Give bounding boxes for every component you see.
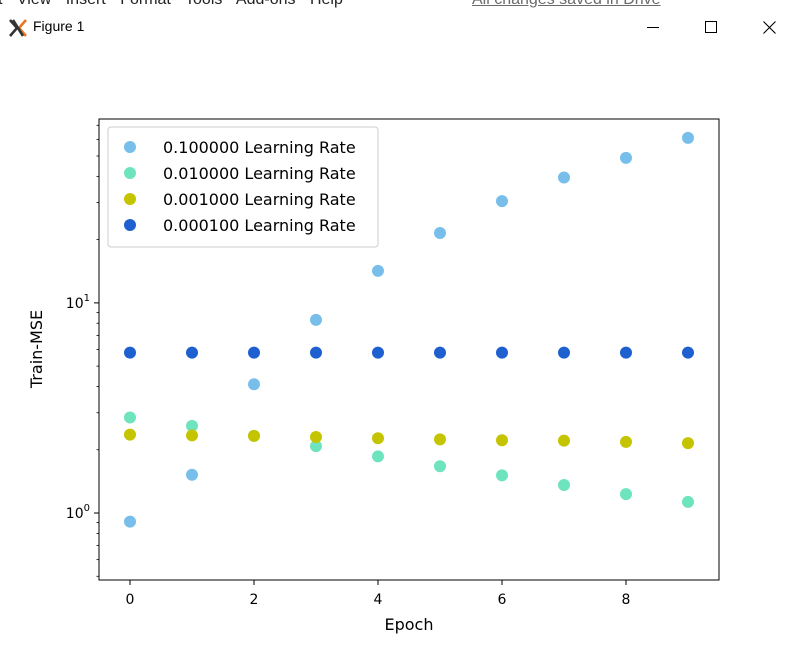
point-s1-x7 xyxy=(558,478,570,491)
legend-marker-3 xyxy=(124,219,136,231)
point-s2-x6 xyxy=(496,434,508,447)
point-s2-x4 xyxy=(372,432,384,445)
point-s0-x9 xyxy=(682,131,694,144)
point-s3-x8 xyxy=(620,346,632,359)
x-tick-label-2: 2 xyxy=(250,592,259,608)
point-s3-x1 xyxy=(186,346,198,359)
point-s3-x6 xyxy=(496,346,508,359)
maximize-icon xyxy=(705,21,717,33)
matplotlib-x-icon xyxy=(9,19,27,37)
series-3 xyxy=(124,346,694,359)
point-s0-x0 xyxy=(124,515,136,528)
point-s2-x3 xyxy=(310,431,322,444)
figure-canvas: 0 2 4 6 8 100 101 Epoch Train-MSE 0.100000 Le… xyxy=(0,46,797,645)
point-s0-x6 xyxy=(496,195,508,208)
point-s2-x9 xyxy=(682,437,694,450)
y-axis-ticks: 100 101 xyxy=(66,124,99,577)
point-s1-x4 xyxy=(372,450,384,463)
point-s0-x7 xyxy=(558,171,570,184)
minimize-icon xyxy=(647,27,659,28)
legend-marker-1 xyxy=(124,167,136,179)
point-s1-x3 xyxy=(310,440,322,453)
legend-label-1: 0.010000 Learning Rate xyxy=(163,164,356,183)
series-1 xyxy=(124,411,694,508)
point-s1-x6 xyxy=(496,469,508,482)
legend-marker-2 xyxy=(124,193,136,205)
point-s3-x0 xyxy=(124,346,136,359)
legend-label-3: 0.000100 Learning Rate xyxy=(163,216,356,235)
window-titlebar[interactable]: Figure 1 xyxy=(0,8,797,46)
point-s3-x5 xyxy=(434,346,446,359)
point-s1-x1 xyxy=(186,419,198,432)
series-0 xyxy=(124,131,694,528)
y-tick-label-1: 100 xyxy=(66,503,90,522)
point-s2-x2 xyxy=(248,429,260,442)
close-icon xyxy=(762,20,776,34)
point-s1-x5 xyxy=(434,460,446,473)
background-save-status: All changes saved in Drive xyxy=(472,0,661,8)
point-s2-x7 xyxy=(558,434,570,447)
legend: 0.100000 Learning Rate 0.010000 Learning … xyxy=(107,126,379,248)
point-s0-x5 xyxy=(434,227,446,240)
point-s0-x3 xyxy=(310,313,322,326)
point-s3-x3 xyxy=(310,346,322,359)
point-s3-x7 xyxy=(558,346,570,359)
legend-box xyxy=(107,126,379,248)
x-tick-label-4: 4 xyxy=(374,592,383,608)
point-s3-x9 xyxy=(682,346,694,359)
minimize-button[interactable] xyxy=(624,8,682,46)
legend-label-2: 0.001000 Learning Rate xyxy=(163,190,356,209)
point-s0-x1 xyxy=(186,468,198,481)
point-s1-x0 xyxy=(124,411,136,424)
close-button[interactable] xyxy=(740,8,797,46)
point-s2-x1 xyxy=(186,429,198,442)
point-s3-x2 xyxy=(248,346,260,359)
legend-label-0: 0.100000 Learning Rate xyxy=(163,138,356,157)
maximize-button[interactable] xyxy=(682,8,740,46)
series-2 xyxy=(124,428,694,450)
background-menu-items: t View Insert Format Tools Add-ons Help xyxy=(0,0,343,8)
x-axis-label: Epoch xyxy=(385,615,434,634)
x-tick-label-0: 0 xyxy=(126,592,135,608)
point-s3-x4 xyxy=(372,346,384,359)
point-s1-x8 xyxy=(620,488,632,501)
data-points xyxy=(124,131,694,528)
background-menubar: t View Insert Format Tools Add-ons Help … xyxy=(0,0,797,8)
x-tick-label-8: 8 xyxy=(622,592,631,608)
point-s0-x8 xyxy=(620,151,632,164)
y-axis-label: Train-MSE xyxy=(27,310,46,389)
window-title: Figure 1 xyxy=(33,18,85,34)
point-s2-x0 xyxy=(124,428,136,441)
scatter-chart: 0 2 4 6 8 100 101 Epoch Train-MSE 0.100000 Le… xyxy=(27,118,720,634)
point-s2-x5 xyxy=(434,433,446,446)
y-tick-label-10: 101 xyxy=(66,293,90,312)
legend-marker-0 xyxy=(124,141,136,153)
x-tick-label-6: 6 xyxy=(498,592,507,608)
point-s2-x8 xyxy=(620,435,632,448)
point-s0-x2 xyxy=(248,378,260,391)
point-s1-x9 xyxy=(682,495,694,508)
point-s0-x4 xyxy=(372,264,384,277)
x-axis-ticks: 0 2 4 6 8 xyxy=(126,580,631,608)
